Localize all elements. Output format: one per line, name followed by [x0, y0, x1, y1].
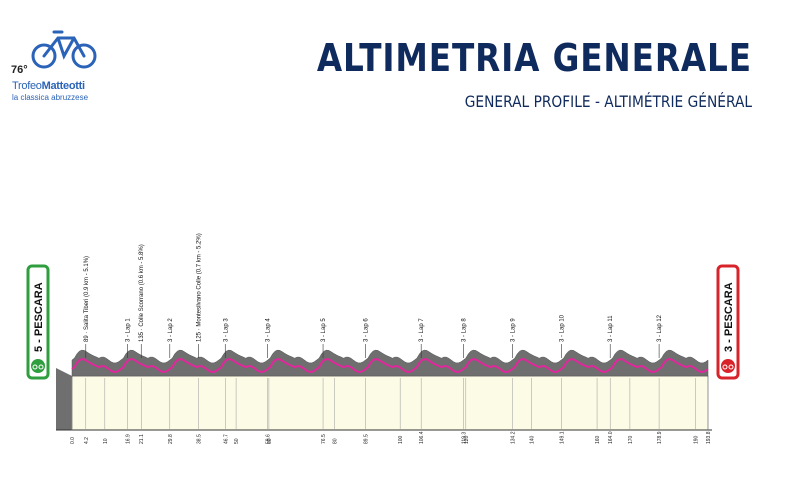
lap-label: 3 - Lap 1: [125, 318, 131, 342]
km-tick-label: 0.0: [70, 437, 76, 444]
lap-label: 3 - Lap 10: [559, 314, 565, 342]
km-tick-label: 160: [595, 435, 601, 444]
lap-label: 3 - Lap 6: [364, 318, 370, 342]
km-tick-label: 120: [464, 435, 470, 444]
page-title: ALTIMETRIA GENERALE: [316, 36, 752, 80]
lap-label: 3 - Lap 11: [608, 315, 614, 342]
km-tick-label: 80: [333, 438, 339, 444]
lap-label: 3 - Lap 7: [419, 318, 425, 342]
finish-marker: 3 - PESCARA: [716, 264, 740, 380]
lap-label: 3 - Lap 2: [168, 318, 174, 342]
km-tick-label: 106.4: [419, 431, 425, 444]
logo-tagline: la classica abruzzese: [12, 93, 89, 102]
km-tick-label: 29.8: [168, 434, 174, 444]
km-tick-label: 193.8: [706, 431, 712, 444]
km-tick-label: 16.9: [125, 434, 131, 444]
logo-edition: 76°: [11, 64, 28, 76]
km-tick-label: 100: [398, 435, 404, 444]
page-subtitle: GENERAL PROFILE - ALTIMÉTRIE GÉNÉRAL: [464, 92, 752, 111]
profile-fill-area: [71, 375, 709, 431]
route-line: [71, 358, 709, 373]
climb-label: 89 · Salita Tiberi (0.9 km - 5.1%): [84, 256, 90, 342]
climb-label: 135 · Colle Scorrano (0.6 km - 5.8%): [139, 244, 145, 342]
km-tick-label: 119.3: [462, 432, 468, 444]
finish-bike-icon: [721, 359, 735, 373]
km-tick-label: 178.9: [657, 431, 663, 444]
start-wedge: [56, 368, 72, 430]
lap-label: 3 - Lap 3: [223, 318, 229, 342]
climb-label: 125 · Montesilvano Colle (0.7 km - 5.2%): [196, 233, 202, 342]
km-tick-label: 50: [234, 438, 240, 444]
finish-label: 3 - PESCARA: [723, 282, 735, 352]
km-tick-label: 60: [267, 438, 273, 444]
km-tick-label: 38.5: [196, 434, 202, 444]
km-tick-label: 59.6: [266, 434, 272, 444]
lap-label: 3 - Lap 4: [266, 318, 272, 342]
start-bike-icon: [31, 359, 45, 373]
km-tick-label: 76.5: [321, 434, 327, 444]
lap-label: 3 - Lap 12: [657, 314, 663, 342]
km-tick-label: 140: [529, 435, 535, 444]
start-marker: 5 - PESCARA: [26, 264, 50, 380]
km-tick-label: 170: [628, 435, 634, 444]
logo-name: TrofeoMatteotti: [12, 80, 85, 92]
trofeo-matteotti-logo: 76° TrofeoMatteotti la classica abruzzes…: [8, 28, 118, 108]
km-tick-label: 89.5: [364, 434, 370, 444]
km-tick-label: 21.1: [139, 434, 145, 444]
km-tick-label: 190: [694, 435, 700, 444]
km-tick-label: 149.1: [559, 431, 565, 444]
terrain-band: [71, 349, 709, 377]
bicycle-icon: [31, 30, 97, 69]
km-tick-label: 4.2: [84, 437, 90, 444]
lap-label: 3 - Lap 5: [321, 318, 327, 342]
km-tick-label: 164.0: [608, 431, 614, 444]
km-tick-label: 46.7: [223, 434, 229, 444]
km-tick-label: 10: [103, 438, 109, 444]
lap-label: 3 - Lap 9: [510, 318, 516, 342]
km-tick-label: 134.2: [510, 431, 516, 444]
lap-label: 3 - Lap 8: [462, 318, 468, 342]
start-label: 5 - PESCARA: [33, 282, 45, 352]
